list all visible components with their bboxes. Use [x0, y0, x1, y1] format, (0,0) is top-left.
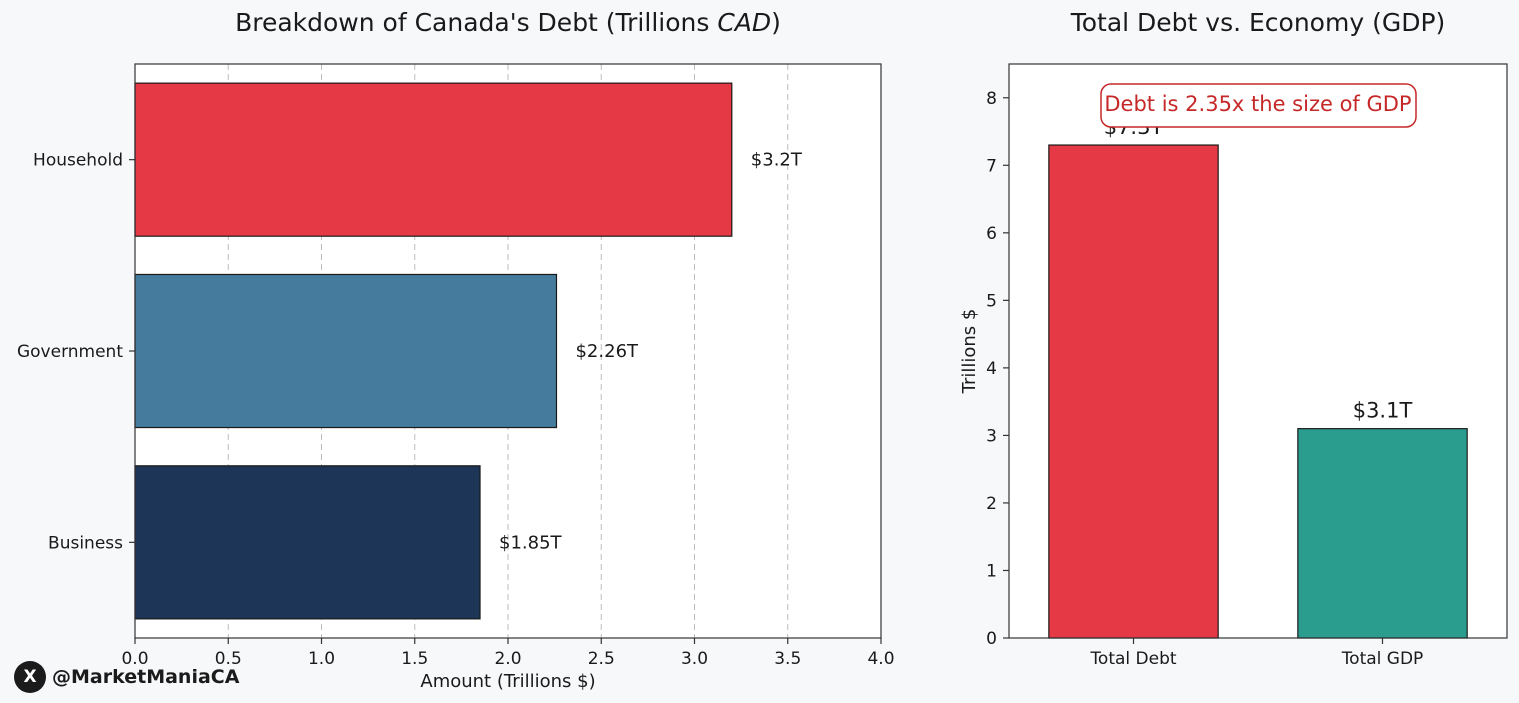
left-x-tick-label: 1.0 [308, 649, 335, 669]
left-chart-title: Breakdown of Canada's Debt (Trillions CA… [235, 8, 781, 37]
bar-total-gdp [1297, 428, 1468, 639]
right-y-tick-label: 3 [986, 426, 997, 446]
watermark-handle: @MarketManiaCA [52, 666, 240, 688]
watermark: X @MarketManiaCA [14, 660, 239, 694]
category-label: Business [48, 533, 123, 553]
left-x-tick-label: 2.5 [588, 649, 615, 669]
bar-value-label: $2.26T [575, 341, 639, 362]
right-y-tick-label: 4 [986, 359, 997, 379]
debt-breakdown-chart: Breakdown of Canada's Debt (Trillions CA… [17, 8, 895, 692]
debt-vs-gdp-chart: Total Debt vs. Economy (GDP) $7.3T$3.1T … [959, 8, 1508, 669]
left-x-tick-label: 4.0 [867, 649, 894, 669]
bar-value-label: $3.1T [1353, 399, 1413, 423]
right-y-tick-label: 8 [986, 89, 997, 109]
bar-value-label: $3.2T [751, 150, 803, 171]
category-label: Total Debt [1089, 649, 1176, 669]
right-y-axis-label: Trillions $ [959, 309, 980, 395]
right-y-tick-label: 6 [986, 224, 997, 244]
left-x-tick-label: 3.5 [774, 649, 801, 669]
right-y-tick-label: 7 [986, 156, 997, 176]
left-x-tick-label: 3.0 [681, 649, 708, 669]
ratio-annotation: Debt is 2.35x the size of GDP [1100, 83, 1417, 128]
annotation-text: Debt is 2.35x the size of GDP [1104, 92, 1411, 116]
left-x-tick-label: 1.5 [401, 649, 428, 669]
bar-household [134, 82, 733, 237]
bar-value-label: $1.85T [499, 532, 563, 553]
right-y-tick-label: 5 [986, 291, 997, 311]
right-y-tick-label: 1 [986, 561, 997, 581]
category-label: Household [33, 151, 123, 171]
left-x-tick-label: 0.0 [121, 649, 148, 669]
bar-total-debt [1048, 144, 1219, 639]
bar-business [134, 465, 481, 620]
left-x-axis-label: Amount (Trillions $) [420, 671, 595, 692]
x-logo-icon: X [14, 661, 46, 693]
category-label: Government [17, 342, 123, 362]
right-y-tick-label: 0 [986, 629, 997, 649]
right-y-tick-label: 2 [986, 494, 997, 514]
right-plot-frame [1008, 63, 1508, 639]
right-chart-title: Total Debt vs. Economy (GDP) [1070, 8, 1446, 37]
annotation-box [1100, 83, 1417, 128]
category-label: Total GDP [1341, 649, 1424, 669]
bar-government [134, 273, 558, 429]
left-x-tick-label: 2.0 [494, 649, 521, 669]
left-x-tick-label: 0.5 [215, 649, 242, 669]
